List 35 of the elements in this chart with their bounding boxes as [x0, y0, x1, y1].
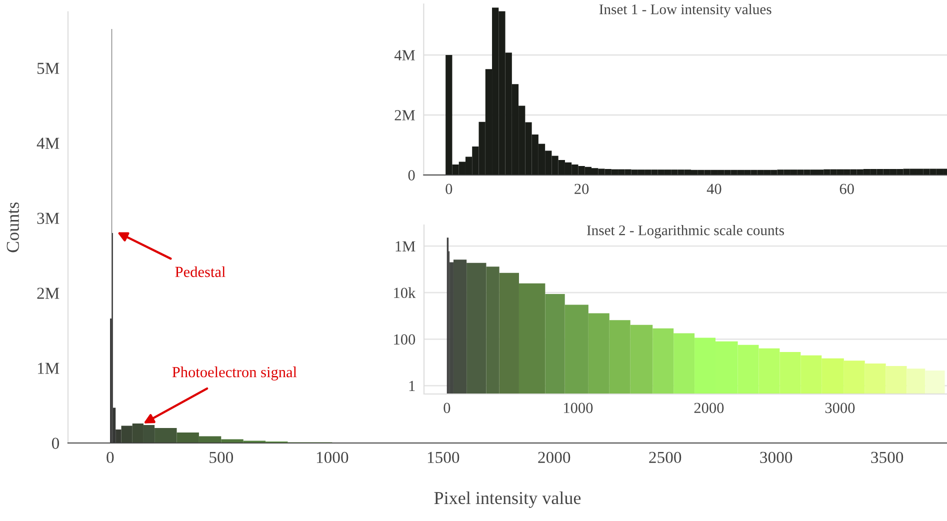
y-tick-label: 0 [52, 438, 60, 449]
annotation: Pedestal [175, 266, 226, 278]
y-tick-label: 4M [394, 50, 415, 60]
x-tick-label: 3000 [760, 452, 792, 464]
y-tick-label: 10k [394, 287, 416, 298]
x-tick-label: 500 [210, 452, 234, 464]
y-tick-label: 1M [38, 362, 60, 374]
y-tick-label: 0 [408, 170, 415, 180]
annotation: Photoelectron signal [172, 366, 297, 380]
x-tick-label: 60 [840, 184, 854, 194]
y-tick-label: 5M [37, 62, 60, 74]
x-tick-label: 3500 [871, 452, 904, 464]
y-tick-label: 100 [394, 334, 416, 345]
x-tick-label: 40 [706, 184, 722, 194]
y-tick-label: 2M [394, 110, 415, 120]
x-tick-label: 0 [106, 452, 114, 464]
x-tick-label: 2500 [649, 452, 682, 464]
x-tick-label: 3000 [825, 402, 855, 414]
y-axis-title: Counts [6, 202, 19, 252]
y-tick-label: 3M [37, 212, 60, 224]
x-axis-title: Pixel intensity value [434, 491, 581, 508]
y-tick-label: 1M [396, 241, 416, 252]
x-tick-label: 0 [444, 402, 450, 414]
chart-title: Inset 2 - Logarithmic scale counts [587, 225, 784, 238]
x-tick-label: 1000 [564, 402, 593, 414]
x-tick-label: 1000 [316, 452, 348, 464]
chart-title: Inset 1 - Low intensity values [599, 4, 772, 18]
x-tick-label: 0 [446, 184, 452, 194]
x-tick-label: 1500 [428, 452, 460, 464]
x-tick-label: 2000 [538, 452, 570, 464]
y-tick-label: 2M [37, 288, 60, 299]
x-tick-label: 20 [574, 184, 589, 194]
y-tick-label: 1 [409, 380, 415, 391]
y-tick-label: 4M [36, 138, 60, 149]
x-tick-label: 2000 [694, 402, 724, 414]
